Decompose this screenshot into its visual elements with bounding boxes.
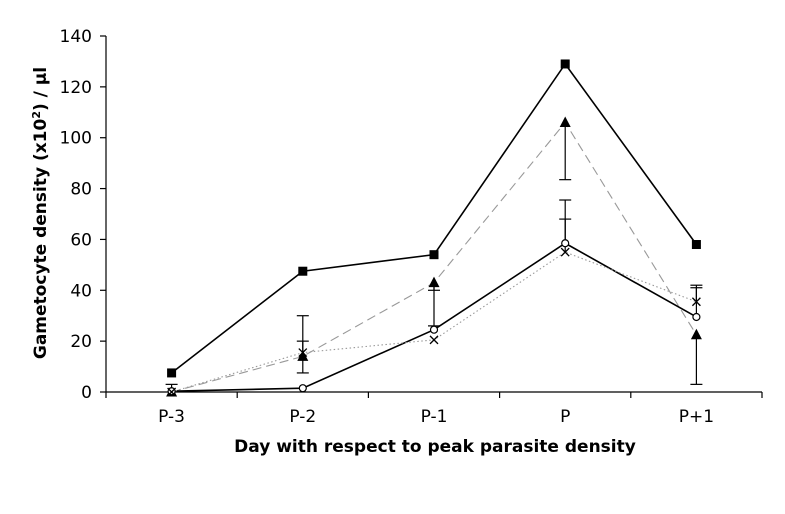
y-tick-label: 40 bbox=[70, 281, 92, 301]
x-axis-title: Day with respect to peak parasite densit… bbox=[234, 437, 636, 457]
y-axis-title-unit: ) / µl bbox=[31, 67, 51, 111]
y-tick-label: 120 bbox=[60, 78, 92, 98]
series-2-point bbox=[559, 116, 571, 127]
series-1-point bbox=[560, 59, 570, 69]
series-3-point bbox=[561, 239, 570, 248]
series-4-point bbox=[691, 297, 701, 307]
series-2-point bbox=[428, 276, 440, 288]
x-tick-label: P-2 bbox=[289, 407, 316, 427]
series-3-point bbox=[429, 325, 439, 334]
series-3-point bbox=[298, 384, 307, 393]
series-4-point bbox=[167, 387, 177, 397]
series-4-point bbox=[429, 335, 439, 345]
series-3-point bbox=[692, 312, 701, 322]
y-tick-label: 60 bbox=[70, 230, 92, 250]
x-tick-label: P bbox=[560, 407, 570, 427]
y-tick-label: 100 bbox=[60, 129, 92, 149]
series-1-point bbox=[691, 240, 701, 250]
x-tick-label: P+1 bbox=[679, 407, 714, 427]
series-1-point bbox=[167, 368, 177, 378]
y-tick-label: 80 bbox=[70, 180, 92, 200]
y-tick-label: 20 bbox=[70, 332, 92, 352]
series-4-point bbox=[298, 348, 308, 358]
series-1-point bbox=[298, 266, 308, 276]
y-tick-label: 140 bbox=[60, 27, 92, 47]
series-4-point bbox=[560, 247, 570, 257]
x-tick-label: P-1 bbox=[421, 407, 448, 427]
series-2-point bbox=[297, 350, 309, 361]
y-tick-label: 0 bbox=[81, 383, 92, 403]
series-1-point bbox=[429, 250, 439, 260]
y-axis-title-sup: 2 bbox=[30, 111, 43, 119]
plot-area: 0 20 40 60 80 100 120 140 P-3 P-2 P-1 P P+1 bbox=[60, 27, 763, 427]
x-tick-label: P-3 bbox=[158, 407, 185, 427]
y-axis-title-main: Gametocyte density (x10 bbox=[31, 119, 51, 360]
y-axis-title: Gametocyte density (x102) / µl bbox=[30, 67, 52, 359]
series-2-point bbox=[690, 328, 702, 340]
